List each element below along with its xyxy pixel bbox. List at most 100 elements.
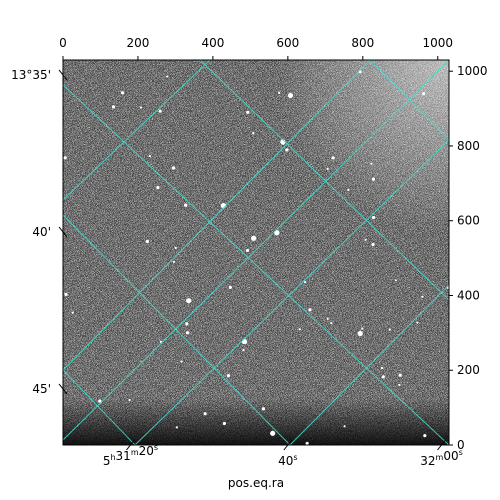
- ra-tick-label: 5h31m20s: [103, 443, 158, 468]
- star: [222, 421, 227, 426]
- top-tick-label: 0: [59, 36, 67, 50]
- image-area: [63, 60, 449, 445]
- star: [64, 292, 68, 296]
- star: [246, 110, 250, 114]
- star: [158, 109, 162, 113]
- x-axis-label: pos.eq.ra: [228, 476, 284, 490]
- star: [326, 317, 329, 320]
- star: [98, 399, 102, 403]
- star: [298, 328, 301, 331]
- star: [156, 185, 160, 190]
- right-tick-label: 400: [457, 288, 480, 302]
- grid-line: [63, 84, 449, 445]
- star: [174, 246, 177, 249]
- star: [185, 322, 189, 326]
- ra-tick: [126, 439, 135, 451]
- grid-line: [63, 214, 291, 445]
- star: [242, 349, 245, 352]
- dec-tick: [58, 226, 68, 238]
- star: [285, 148, 289, 152]
- grid-line: [63, 369, 136, 445]
- star: [422, 92, 426, 96]
- top-tick-label: 200: [126, 36, 149, 50]
- star: [357, 330, 363, 337]
- star: [245, 248, 250, 253]
- star: [261, 407, 266, 411]
- star: [398, 383, 401, 387]
- star: [380, 366, 383, 370]
- star: [277, 91, 281, 95]
- dec-tick-label: 13°35': [11, 68, 51, 82]
- grid-line: [199, 60, 449, 301]
- star: [185, 331, 190, 335]
- star: [175, 426, 178, 429]
- right-tick-label: 200: [457, 363, 480, 377]
- star: [172, 260, 176, 263]
- top-tick-label: 400: [201, 36, 224, 50]
- star: [361, 327, 364, 330]
- ra-tick-label: 40s: [278, 453, 297, 468]
- star: [252, 132, 255, 135]
- star: [343, 425, 346, 428]
- star: [370, 162, 373, 165]
- ra-tick: [283, 439, 293, 451]
- star: [203, 412, 207, 416]
- star: [421, 295, 424, 298]
- top-tick-label: 600: [276, 36, 299, 50]
- star: [331, 156, 335, 160]
- star: [226, 373, 231, 378]
- star: [394, 279, 397, 282]
- star: [274, 230, 280, 236]
- dec-tick: [58, 69, 68, 81]
- star: [139, 106, 143, 109]
- grid-line: [63, 60, 371, 371]
- star: [250, 235, 257, 241]
- star: [388, 328, 391, 331]
- star: [148, 154, 151, 158]
- star: [347, 188, 350, 192]
- star: [305, 441, 309, 445]
- star: [398, 373, 402, 377]
- grid-line: [369, 60, 449, 141]
- star: [287, 92, 294, 99]
- star: [180, 360, 183, 363]
- ra-tick-label: 32m00s: [420, 448, 463, 468]
- star: [186, 298, 192, 304]
- star: [270, 430, 276, 436]
- star: [71, 311, 74, 314]
- star: [184, 203, 188, 207]
- grid-line: [63, 60, 449, 441]
- star: [364, 238, 367, 241]
- star: [371, 177, 376, 181]
- right-tick-label: 600: [457, 214, 480, 228]
- star: [381, 375, 385, 379]
- star: [371, 242, 375, 247]
- star: [166, 75, 169, 78]
- right-tick-label: 0: [457, 438, 465, 452]
- star: [330, 322, 333, 325]
- star: [416, 321, 419, 324]
- dec-tick: [58, 383, 68, 395]
- star: [171, 166, 176, 170]
- ra-tick: [437, 439, 446, 451]
- star: [128, 398, 131, 402]
- star: [120, 91, 125, 95]
- right-tick-label: 800: [457, 139, 480, 153]
- grid-line: [63, 60, 211, 201]
- star: [303, 281, 307, 284]
- top-tick-label: 1000: [422, 36, 453, 50]
- right-tick-label: 1000: [457, 64, 488, 78]
- grid-line: [134, 139, 449, 445]
- star: [228, 285, 232, 289]
- star: [371, 215, 376, 220]
- star: [308, 308, 312, 312]
- dec-tick-label: 45': [32, 382, 51, 396]
- star: [423, 434, 427, 438]
- star: [111, 105, 116, 109]
- plot-frame: [62, 59, 450, 446]
- star: [326, 167, 329, 170]
- top-tick-label: 800: [351, 36, 374, 50]
- dec-tick-label: 40': [32, 225, 51, 239]
